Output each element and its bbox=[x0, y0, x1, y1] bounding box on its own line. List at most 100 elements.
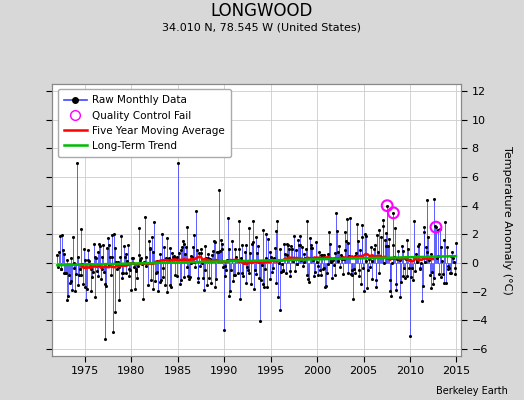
Point bbox=[271, 245, 279, 251]
Point bbox=[181, 251, 189, 258]
Point bbox=[139, 260, 148, 266]
Point bbox=[175, 250, 183, 256]
Point bbox=[328, 257, 336, 263]
Point bbox=[73, 282, 82, 289]
Point bbox=[147, 276, 155, 283]
Point bbox=[180, 241, 189, 247]
Point bbox=[150, 219, 158, 225]
Point bbox=[99, 242, 107, 249]
Point bbox=[286, 268, 294, 274]
Point bbox=[386, 277, 395, 284]
Point bbox=[409, 218, 418, 225]
Point bbox=[143, 260, 151, 267]
Point bbox=[391, 225, 399, 231]
Y-axis label: Temperature Anomaly (°C): Temperature Anomaly (°C) bbox=[502, 146, 512, 294]
Point bbox=[104, 262, 113, 268]
Point bbox=[83, 285, 91, 292]
Point bbox=[77, 226, 85, 233]
Point bbox=[71, 287, 80, 294]
Point bbox=[436, 244, 445, 251]
Point bbox=[98, 254, 106, 261]
Point bbox=[211, 284, 220, 290]
Point bbox=[138, 295, 147, 302]
Point bbox=[392, 287, 401, 293]
Point bbox=[366, 264, 374, 270]
Point bbox=[452, 240, 460, 246]
Point bbox=[334, 249, 343, 255]
Point bbox=[154, 288, 162, 295]
Point bbox=[402, 237, 411, 244]
Point bbox=[223, 257, 231, 263]
Point bbox=[234, 218, 243, 224]
Point bbox=[272, 280, 281, 287]
Point bbox=[446, 253, 455, 260]
Point bbox=[444, 263, 453, 270]
Point bbox=[438, 258, 446, 264]
Point bbox=[271, 228, 280, 234]
Point bbox=[295, 242, 303, 248]
Point bbox=[341, 229, 350, 236]
Point bbox=[138, 261, 146, 268]
Point bbox=[69, 234, 77, 240]
Point bbox=[367, 244, 375, 250]
Point bbox=[192, 208, 200, 214]
Point bbox=[161, 282, 169, 288]
Point bbox=[169, 254, 177, 260]
Point bbox=[127, 254, 136, 261]
Point bbox=[80, 245, 88, 252]
Point bbox=[420, 224, 429, 230]
Point bbox=[361, 230, 369, 237]
Point bbox=[335, 243, 343, 250]
Point bbox=[176, 247, 184, 253]
Point bbox=[197, 250, 205, 256]
Point bbox=[260, 284, 268, 290]
Point bbox=[220, 327, 228, 334]
Point bbox=[430, 195, 438, 202]
Point bbox=[434, 253, 442, 259]
Point bbox=[100, 269, 108, 276]
Point bbox=[385, 236, 393, 242]
Point bbox=[224, 293, 233, 299]
Point bbox=[302, 246, 310, 252]
Point bbox=[53, 252, 62, 258]
Point bbox=[203, 282, 211, 288]
Point bbox=[198, 260, 206, 266]
Point bbox=[70, 265, 78, 272]
Point bbox=[274, 294, 282, 300]
Point bbox=[378, 254, 386, 260]
Point bbox=[372, 284, 380, 290]
Point bbox=[410, 254, 419, 260]
Point bbox=[104, 235, 112, 242]
Point bbox=[226, 288, 234, 294]
Point bbox=[345, 252, 354, 259]
Point bbox=[287, 243, 296, 250]
Point bbox=[92, 254, 100, 261]
Point bbox=[65, 272, 73, 278]
Point bbox=[261, 266, 269, 272]
Point bbox=[319, 266, 327, 272]
Point bbox=[343, 216, 351, 222]
Point bbox=[75, 266, 84, 273]
Text: LONGWOOD: LONGWOOD bbox=[211, 2, 313, 20]
Point bbox=[169, 254, 178, 261]
Point bbox=[201, 242, 210, 249]
Point bbox=[258, 281, 267, 287]
Point bbox=[390, 254, 398, 260]
Point bbox=[156, 250, 165, 257]
Point bbox=[326, 240, 334, 247]
Point bbox=[148, 233, 156, 240]
Point bbox=[245, 225, 254, 231]
Point bbox=[259, 227, 268, 234]
Point bbox=[369, 253, 377, 260]
Point bbox=[248, 218, 257, 224]
Point bbox=[363, 285, 372, 292]
Point bbox=[440, 237, 449, 243]
Point bbox=[417, 260, 425, 266]
Point bbox=[333, 228, 341, 234]
Point bbox=[86, 266, 95, 272]
Point bbox=[117, 270, 126, 276]
Point bbox=[125, 266, 134, 272]
Point bbox=[132, 268, 140, 274]
Point bbox=[432, 224, 440, 230]
Point bbox=[262, 231, 270, 237]
